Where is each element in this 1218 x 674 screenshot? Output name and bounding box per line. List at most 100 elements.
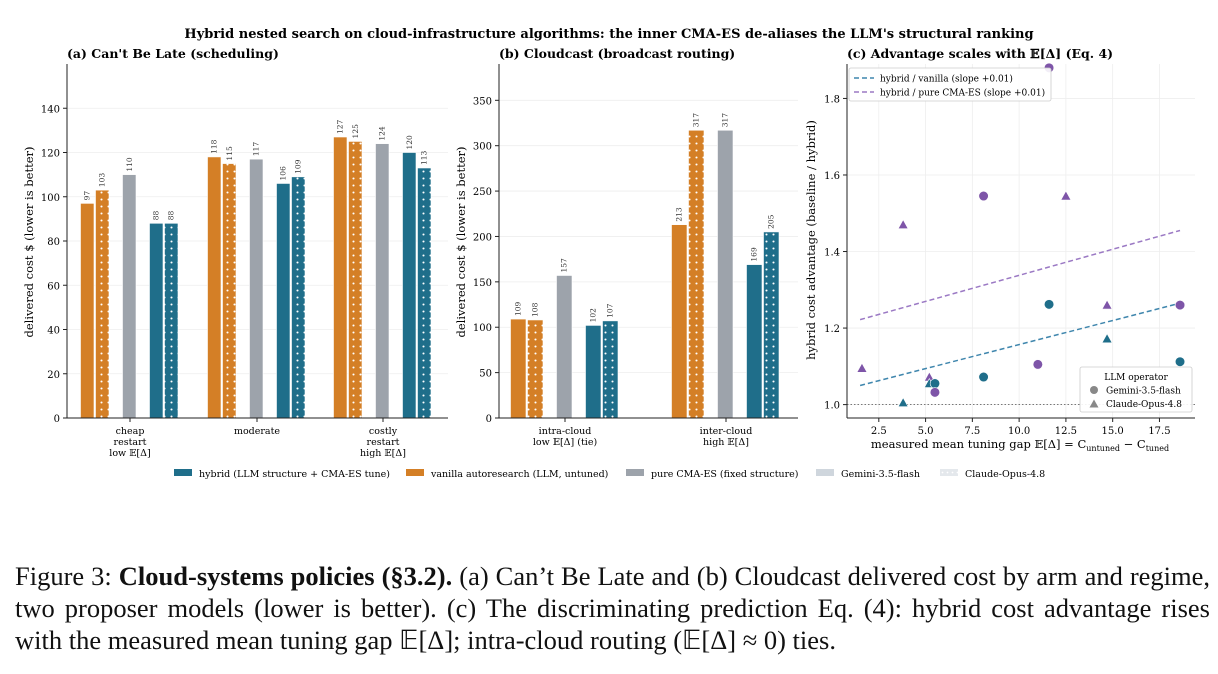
bar (510, 318, 527, 419)
y-tick-label: 80 (47, 237, 60, 248)
scatter-point (856, 362, 868, 373)
y-tick-label: 0 (486, 414, 492, 425)
panel-c-xlabel-mid: − C (1120, 437, 1146, 451)
bar-value-label: 317 (721, 113, 730, 128)
trend-legend-vanilla-label: hybrid / vanilla (slope +0.01) (880, 74, 1013, 85)
trend-legend-pure-label: hybrid / pure CMA-ES (slope +0.01) (880, 88, 1045, 99)
y-tick-label: 100 (473, 323, 492, 334)
x-tick-label: high 𝔼[Δ] (703, 437, 749, 448)
bar (688, 129, 705, 419)
panel-c-xlabel-sub2: tuned (1146, 444, 1169, 453)
figure-suptitle: Hybrid nested search on cloud-infrastruc… (184, 27, 1033, 42)
legend-vanilla-swatch (406, 469, 424, 476)
panel-a-cant-be-late: (a) Can't Be Late (scheduling) delivered… (22, 46, 448, 459)
operator-legend-claude-marker (1089, 399, 1099, 408)
y-tick-label: 200 (473, 232, 492, 243)
panel-c-title: (c) Advantage scales with 𝔼[Δ] (Eq. 4) (847, 46, 1113, 61)
bar-value-label: 107 (606, 303, 615, 318)
scatter-point (1101, 333, 1113, 344)
bar-value-label: 108 (531, 302, 540, 317)
operator-legend-claude-label: Claude-Opus-4.8 (1106, 400, 1182, 410)
operator-legend: LLM operator Gemini-3.5-flash Claude-Opu… (1079, 366, 1193, 413)
x-tick-label: 12.5 (1055, 426, 1077, 437)
x-tick-label: low 𝔼[Δ] (109, 448, 150, 459)
bar (291, 176, 306, 419)
bar (276, 183, 291, 419)
x-tick-label: costly (369, 426, 398, 437)
bar-value-label: 88 (152, 211, 161, 221)
bar-value-label: 120 (405, 135, 414, 150)
x-tick-label: moderate (234, 426, 280, 437)
legend-vanilla-label: vanilla autoresearch (LLM, untuned) (430, 469, 608, 480)
panel-a-ylabel: delivered cost $ (lower is better) (22, 147, 36, 338)
bar (602, 320, 619, 419)
x-tick-label: 10.0 (1008, 426, 1030, 437)
bar (80, 203, 95, 419)
x-tick-label: low 𝔼[Δ] (tie) (533, 437, 597, 448)
scatter-point (929, 387, 941, 398)
y-tick-label: 1.0 (824, 401, 840, 412)
bar (556, 275, 573, 419)
bar (527, 319, 544, 419)
bar (164, 223, 179, 419)
bar (717, 129, 734, 419)
bar (671, 224, 688, 419)
bar (149, 223, 164, 419)
bar-value-label: 205 (767, 214, 776, 229)
legend-hybrid-swatch (174, 469, 192, 476)
panel-c-xlabel-sub1: untuned (1086, 444, 1120, 453)
legend-gemini-label: Gemini-3.5-flash (841, 469, 920, 480)
y-tick-label: 20 (47, 370, 60, 381)
legend-gemini-swatch (816, 469, 834, 476)
scatter-point (1174, 356, 1186, 367)
operator-legend-gemini-marker (1090, 386, 1098, 394)
bar-value-label: 102 (589, 308, 598, 323)
trend-line (859, 229, 1181, 321)
bar (585, 325, 602, 419)
operator-legend-title: LLM operator (1104, 373, 1168, 383)
operator-legend-box (1079, 366, 1193, 413)
bar (95, 189, 110, 419)
x-tick-label: restart (114, 437, 147, 448)
caption-label: Figure 3: (15, 561, 112, 591)
operator-legend-gemini-label: Gemini-3.5-flash (1106, 387, 1181, 397)
scatter-point (1043, 299, 1055, 310)
bar-value-label: 169 (750, 247, 759, 262)
scatter-point (897, 219, 909, 230)
bar-value-label: 317 (692, 113, 701, 128)
panel-a-title: (a) Can't Be Late (scheduling) (67, 46, 279, 61)
x-tick-label: 7.5 (964, 426, 980, 437)
legend-pure-label: pure CMA-ES (fixed structure) (651, 469, 799, 480)
panel-b-ylabel: delivered cost $ (lower is better) (454, 147, 468, 338)
legend-claude-swatch (940, 469, 958, 476)
bar-value-label: 113 (420, 150, 429, 165)
trend-line (859, 302, 1181, 387)
bar (249, 158, 264, 419)
bar-value-label: 127 (336, 119, 345, 134)
scatter-point (978, 190, 989, 202)
y-tick-label: 350 (473, 96, 492, 107)
bar-value-label: 103 (98, 173, 107, 188)
bar-value-label: 115 (225, 146, 234, 161)
trend-legend-box (848, 67, 1052, 102)
bar-value-label: 157 (560, 258, 569, 273)
y-tick-label: 50 (479, 369, 492, 380)
bar-value-label: 118 (210, 139, 219, 154)
bar (375, 143, 390, 419)
y-tick-label: 60 (47, 281, 60, 292)
scatter-point (897, 397, 909, 407)
caption-bold: Cloud-systems policies (§3.2). (118, 561, 453, 591)
x-tick-label: inter-cloud (700, 426, 753, 437)
scatter-point (978, 371, 989, 383)
scatter-point (1174, 300, 1186, 311)
bar (207, 156, 222, 419)
x-tick-label: 15.0 (1102, 426, 1124, 437)
bar-value-label: 125 (351, 124, 360, 139)
y-tick-label: 1.6 (824, 171, 840, 182)
bar-value-label: 88 (167, 211, 176, 221)
panel-b-cloudcast: (b) Cloudcast (broadcast routing) delive… (454, 46, 798, 448)
figure: Hybrid nested search on cloud-infrastruc… (22, 27, 1195, 480)
x-tick-label: high 𝔼[Δ] (360, 448, 406, 459)
x-tick-label: 17.5 (1148, 426, 1170, 437)
arm-legend: hybrid (LLM structure + CMA-ES tune) van… (174, 469, 1045, 480)
